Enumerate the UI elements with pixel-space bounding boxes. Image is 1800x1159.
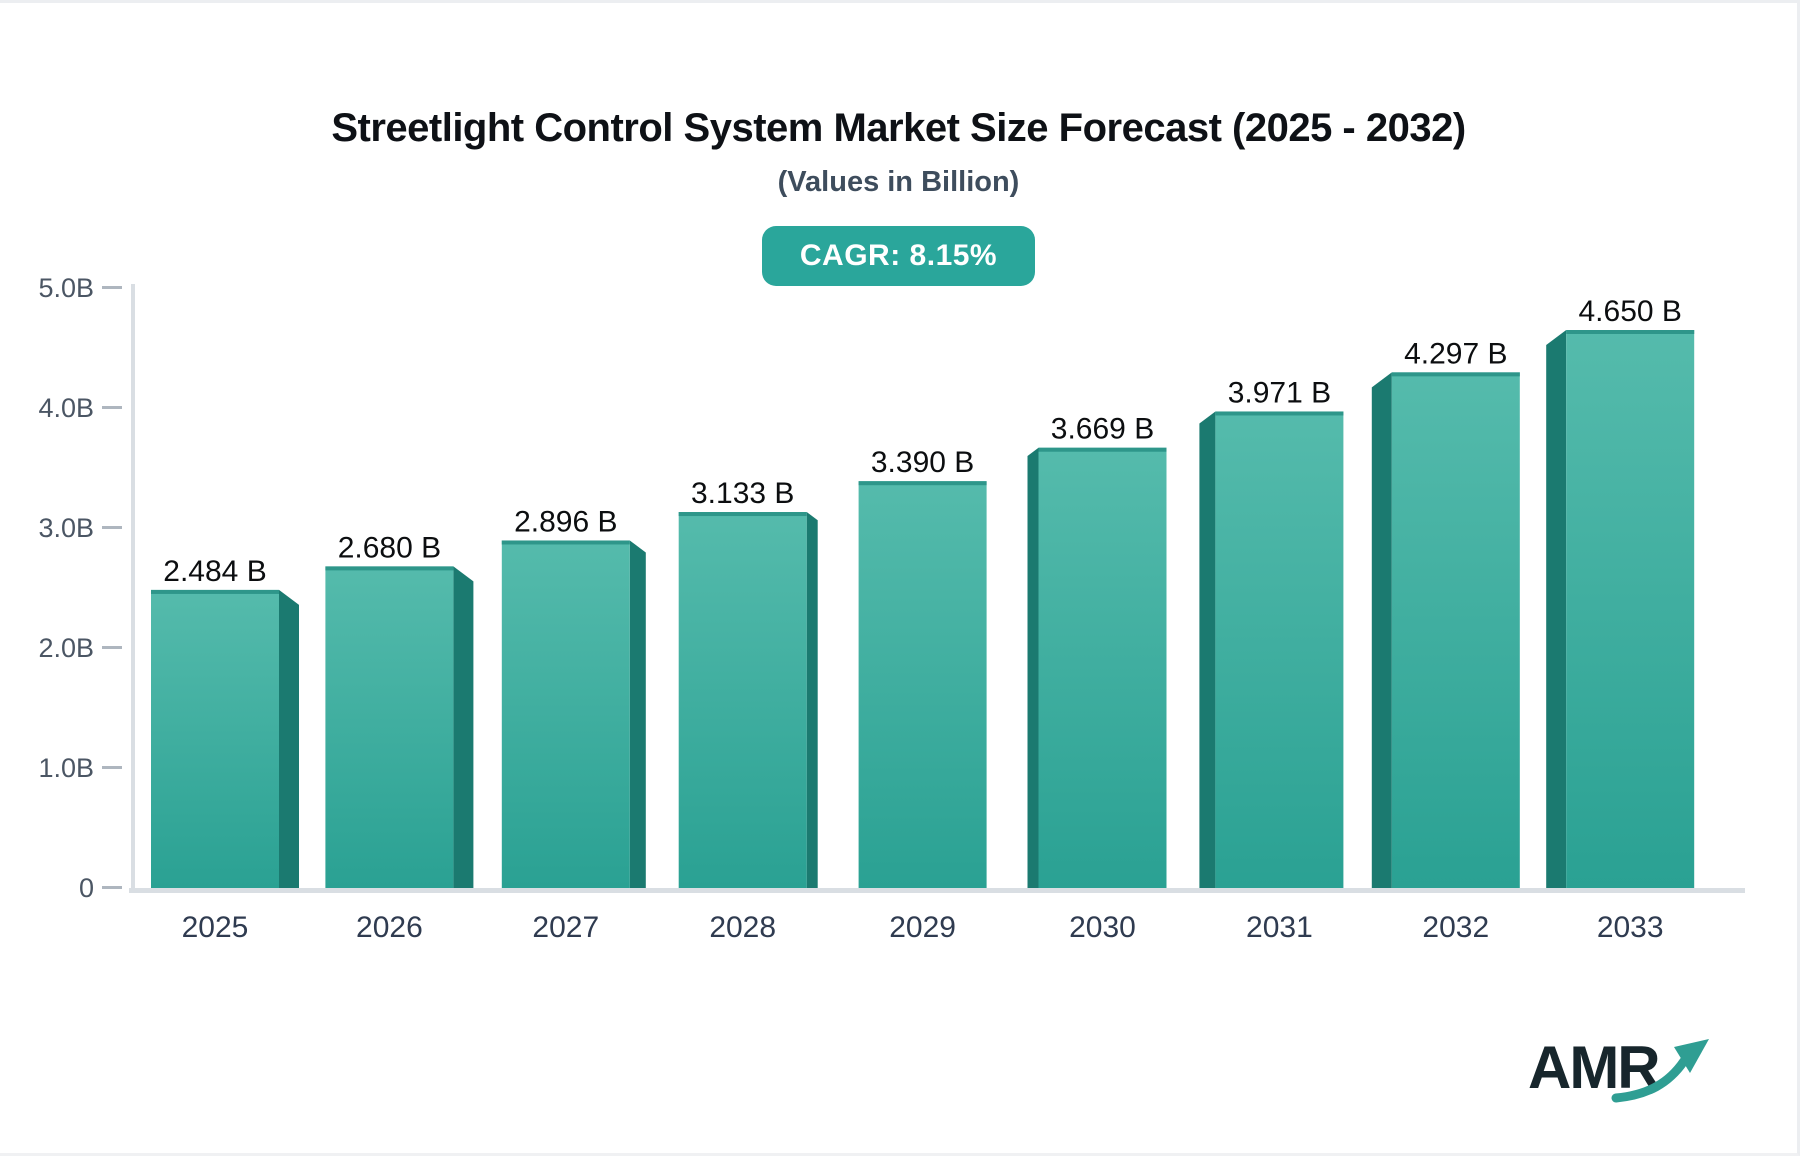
bar-side-face <box>453 566 474 888</box>
bar-side-face <box>1027 447 1039 888</box>
bar-2030: 3.669 B 2030 <box>1027 413 1167 944</box>
y-axis-tick <box>102 766 122 769</box>
bar-2033: 4.650 B 2033 <box>1546 295 1695 944</box>
bar-face <box>1391 372 1520 888</box>
x-axis-label: 2028 <box>709 911 776 944</box>
y-axis-tick <box>102 646 122 649</box>
bar-2025: 2.484 B 2025 <box>151 555 299 944</box>
x-axis-label: 2030 <box>1069 911 1136 944</box>
bar-value-label: 3.971 B <box>1228 376 1331 409</box>
y-axis-line <box>131 284 135 893</box>
bar-value-label: 3.390 B <box>871 446 974 479</box>
y-axis-tick <box>102 406 122 409</box>
bar-side-face <box>279 589 299 888</box>
bar-2026: 2.680 B 2026 <box>325 531 474 944</box>
x-axis-label: 2027 <box>532 911 599 944</box>
chart-header: Streetlight Control System Market Size F… <box>0 3 1797 286</box>
bar-2028: 3.133 B 2028 <box>678 477 818 944</box>
bar-face <box>678 512 807 888</box>
bar-face <box>325 566 454 888</box>
bar-value-label: 2.896 B <box>514 505 617 538</box>
bar-face <box>501 540 630 888</box>
bar-face <box>151 589 279 888</box>
bar-face <box>1215 411 1344 888</box>
bar-top-edge <box>501 540 630 545</box>
bar-top-edge <box>325 566 454 571</box>
x-axis-line <box>129 888 1745 893</box>
bar-top-edge <box>678 512 807 517</box>
bar-top-edge <box>1391 372 1520 377</box>
y-axis-tick <box>102 886 122 889</box>
y-axis-tick <box>102 286 122 289</box>
x-axis-label: 2031 <box>1246 911 1313 944</box>
bar-2031: 3.971 B 2031 <box>1199 376 1344 944</box>
growth-arrow-icon <box>1611 1039 1709 1103</box>
x-axis-label: 2029 <box>889 911 956 944</box>
chart-canvas: 2.484 B 2025 2.680 B 2026 2.896 B 2027 3.133 B… <box>38 273 1745 944</box>
cagr-badge: CAGR: 8.15% <box>761 226 1036 286</box>
brand-logo: AMR <box>1528 1035 1748 1125</box>
page-subtitle: (Values in Billion) <box>777 166 1020 198</box>
bar-top-edge <box>1038 447 1167 452</box>
y-axis-tick-label: 4.0B <box>38 393 94 423</box>
bar-top-edge <box>858 481 987 486</box>
x-axis-label: 2026 <box>356 911 423 944</box>
bar-side-face <box>1199 411 1216 888</box>
bar-face <box>858 481 987 888</box>
bar-top-edge <box>151 589 279 594</box>
y-axis-tick-label: 1.0B <box>38 753 94 783</box>
y-axis-tick-label: 0 <box>79 873 94 903</box>
y-axis-tick <box>102 526 122 529</box>
bar-top-edge <box>1215 411 1344 416</box>
bar-2032: 4.297 B 2032 <box>1371 337 1520 944</box>
bar-value-label: 2.680 B <box>338 531 441 564</box>
y-axis-tick-label: 5.0B <box>38 273 94 303</box>
x-axis-label: 2032 <box>1422 911 1489 944</box>
bar-value-label: 4.650 B <box>1578 295 1681 328</box>
bar-value-label: 4.297 B <box>1404 337 1507 370</box>
bar-top-edge <box>1566 330 1695 334</box>
bar-2027: 2.896 B 2027 <box>501 505 646 944</box>
bar-value-label: 2.484 B <box>163 555 266 588</box>
bar-value-label: 3.669 B <box>1051 413 1154 446</box>
bar-side-face <box>629 540 646 888</box>
bar-face <box>1038 447 1167 888</box>
bar-side-face <box>1546 330 1567 888</box>
y-axis-tick-label: 3.0B <box>38 513 94 543</box>
page-title: Streetlight Control System Market Size F… <box>331 106 1466 150</box>
x-axis-label: 2025 <box>182 911 249 944</box>
bar-value-label: 3.133 B <box>691 477 794 510</box>
y-axis-tick-label: 2.0B <box>38 633 94 663</box>
bar-2029: 3.390 B 2029 <box>858 446 987 944</box>
bar-face <box>1566 330 1695 888</box>
bar-side-face <box>806 512 818 888</box>
bar-side-face <box>1371 372 1392 888</box>
x-axis-label: 2033 <box>1597 911 1664 944</box>
